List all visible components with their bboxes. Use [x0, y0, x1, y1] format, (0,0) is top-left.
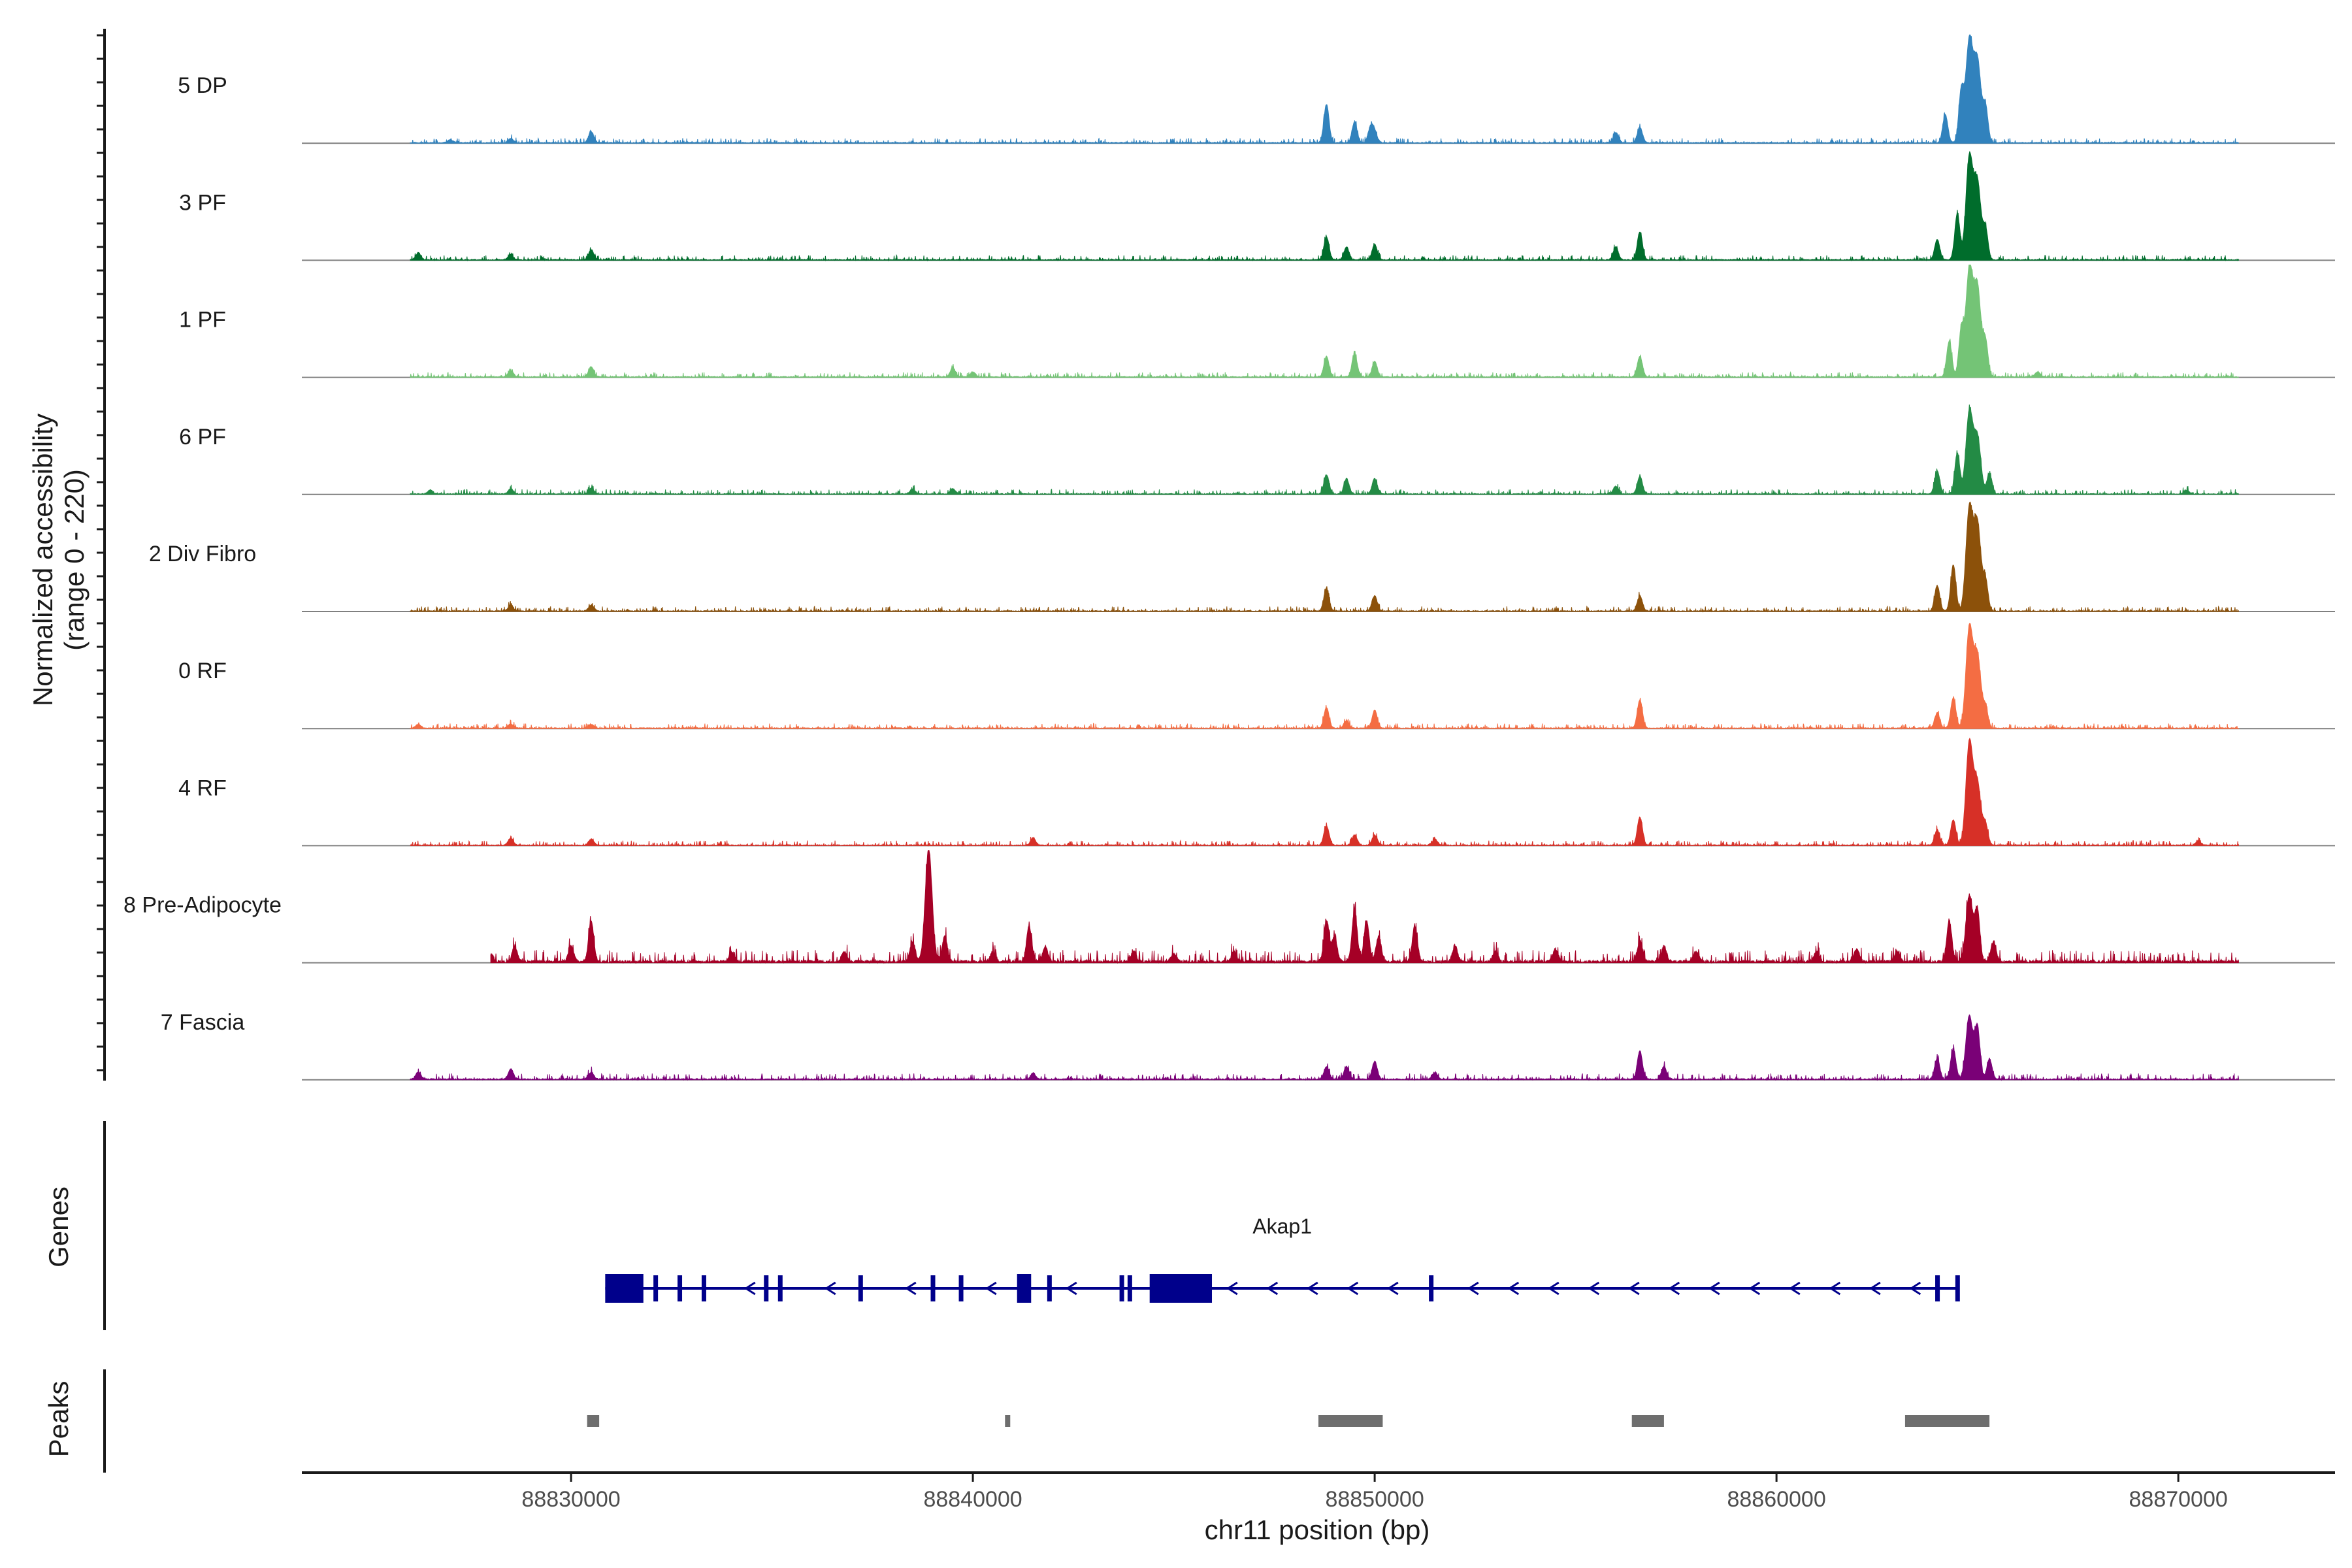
x-axis: chr11 position (bp) 88830000 88840000 8885… [302, 1471, 2335, 1545]
exon [605, 1274, 644, 1303]
exon [1017, 1274, 1032, 1303]
track-6-pf: 6 PF [179, 404, 2335, 496]
coverage-area [410, 265, 2239, 379]
exon [1935, 1275, 1940, 1301]
exon [1127, 1275, 1132, 1301]
track-label: 6 PF [179, 425, 226, 449]
coverage-area [410, 501, 2239, 613]
x-tick-label: 88840000 [923, 1487, 1022, 1512]
track-1-pf: 1 PF [179, 265, 2335, 379]
coverage-area [410, 1014, 2239, 1081]
genes-panel-title: Genes [43, 1186, 74, 1267]
strand-arrow [985, 1281, 997, 1296]
x-tick-label: 88870000 [2129, 1487, 2228, 1512]
exon [653, 1275, 659, 1301]
peak-region [1631, 1415, 1664, 1427]
x-axis-title: chr11 position (bp) [1205, 1514, 1430, 1545]
track-label: 2 Div Fibro [149, 542, 256, 566]
track-4-rf: 4 RF [178, 738, 2335, 847]
peak-region [587, 1415, 600, 1427]
exon [930, 1275, 936, 1301]
y-axis-group: Normalized accessibility (range 0 - 220) [27, 29, 106, 1081]
strand-arrow [1266, 1281, 1279, 1296]
exon [1149, 1274, 1213, 1303]
peaks-panel: Peaks [43, 1369, 1990, 1473]
strand-arrow [743, 1281, 756, 1296]
track-label: 3 PF [179, 190, 226, 215]
track-label: 7 Fascia [161, 1010, 245, 1035]
strand-arrow [1387, 1281, 1399, 1296]
strand-arrow [1226, 1281, 1238, 1296]
strand-arrow [1668, 1281, 1680, 1296]
strand-arrow [1467, 1281, 1479, 1296]
gene-akap1: Akap1 [605, 1215, 1960, 1303]
y-axis-title: Normalized accessibility [27, 414, 58, 706]
strand-arrow [1909, 1281, 1921, 1296]
coverage-area [410, 34, 2239, 145]
accessibility-tracks: 5 DP 3 PF 1 PF 6 PF 2 Div Fibro 0 RF 4 RF 8 Pre… [123, 34, 2335, 1081]
coverage-area [410, 738, 2239, 847]
track-2-div-fibro: 2 Div Fibro [149, 501, 2335, 613]
x-tick-label: 88860000 [1727, 1487, 1825, 1512]
exon [1429, 1275, 1434, 1301]
genes-panel: Genes Akap1 [43, 1121, 1960, 1330]
strand-arrow [1869, 1281, 1881, 1296]
exon [958, 1275, 964, 1301]
exon [777, 1275, 783, 1301]
track-label: 5 DP [178, 73, 227, 98]
track-0-rf: 0 RF [178, 623, 2335, 730]
x-tick-label: 88830000 [521, 1487, 620, 1512]
track-5-dp: 5 DP [178, 34, 2335, 145]
strand-arrow [1347, 1281, 1359, 1296]
strand-arrow [1306, 1281, 1318, 1296]
strand-arrow [904, 1281, 917, 1296]
peak-region [1005, 1415, 1011, 1427]
track-3-pf: 3 PF [179, 150, 2335, 262]
peaks-panel-title: Peaks [43, 1381, 74, 1458]
strand-arrow [1708, 1281, 1720, 1296]
exon [701, 1275, 706, 1301]
track-label: 4 RF [178, 776, 227, 800]
x-tick-label: 88850000 [1325, 1487, 1424, 1512]
strand-arrow [1789, 1281, 1801, 1296]
gene-name-label: Akap1 [1252, 1215, 1312, 1238]
exon [1119, 1275, 1124, 1301]
y-axis-subtitle: (range 0 - 220) [59, 469, 90, 651]
exon [858, 1275, 863, 1301]
exon [764, 1275, 769, 1301]
strand-arrow [824, 1281, 836, 1296]
exon [1047, 1275, 1052, 1301]
track-label: 0 RF [178, 659, 227, 683]
strand-arrow [1548, 1281, 1560, 1296]
track-label: 1 PF [179, 308, 226, 333]
coverage-area [410, 150, 2239, 262]
strand-arrow [1588, 1281, 1600, 1296]
coverage-area [490, 850, 2239, 964]
track-8-pre-adipocyte: 8 Pre-Adipocyte [123, 850, 2335, 964]
exon [1955, 1275, 1960, 1301]
strand-arrow [1065, 1281, 1077, 1296]
strand-arrow [1628, 1281, 1640, 1296]
strand-arrow [1507, 1281, 1520, 1296]
track-label: 8 Pre-Adipocyte [123, 893, 282, 918]
peak-region [1318, 1415, 1383, 1427]
exon [678, 1275, 683, 1301]
track-7-fascia: 7 Fascia [161, 1010, 2335, 1081]
strand-arrow [1829, 1281, 1841, 1296]
coverage-area [410, 623, 2239, 730]
strand-arrow [1748, 1281, 1761, 1296]
coverage-area [410, 404, 2239, 496]
peak-region [1904, 1415, 1990, 1427]
